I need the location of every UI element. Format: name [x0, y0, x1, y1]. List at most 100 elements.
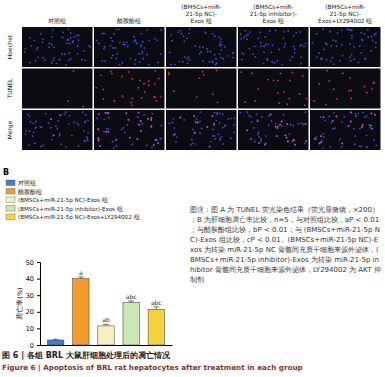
nucleus-dot: [241, 52, 243, 54]
nucleus-dot: [76, 122, 78, 124]
column-header: Exos 组: [263, 18, 284, 24]
nucleus-dot: [161, 125, 163, 127]
nucleus-dot: [258, 136, 260, 138]
nucleus-dot: [65, 146, 67, 148]
nucleus-dot: [70, 32, 72, 34]
nucleus-dot: [303, 46, 305, 48]
y-tick: 0: [30, 342, 40, 350]
tunel-dot: [193, 115, 195, 117]
nucleus-dot: [222, 58, 224, 60]
nucleus-dot: [60, 114, 62, 116]
nucleus-dot: [78, 34, 80, 36]
nucleus-dot: [200, 51, 202, 53]
nucleus-dot: [40, 146, 42, 148]
error-cap: [103, 324, 109, 325]
nucleus-dot: [361, 145, 363, 147]
tunel-dot: [150, 117, 152, 119]
nucleus-dot: [222, 114, 224, 116]
tunel-dot: [129, 137, 131, 139]
nucleus-dot: [220, 138, 222, 140]
nucleus-dot: [329, 31, 331, 33]
tunel-dot: [97, 128, 99, 130]
nucleus-dot: [28, 144, 30, 146]
nucleus-dot: [322, 147, 324, 149]
nucleus-dot: [199, 46, 201, 48]
nucleus-dot: [97, 137, 99, 139]
caption: 图注：图 A 为 TUNEL 荧光染色结果（荧光显微镜，×200）；B 为肝细胞…: [2, 206, 381, 372]
nucleus-dot: [175, 133, 177, 135]
nucleus-dot: [304, 142, 306, 144]
nucleus-dot: [148, 40, 150, 42]
nucleus-dot: [319, 143, 321, 145]
nucleus-dot: [138, 124, 140, 126]
nucleus-dot: [373, 139, 375, 141]
nucleus-dot: [27, 113, 29, 115]
nucleus-dot: [151, 146, 153, 148]
nucleus-dot: [174, 63, 176, 65]
nucleus-dot: [171, 40, 173, 42]
nucleus-dot: [111, 57, 113, 59]
nucleus-dot: [131, 143, 133, 145]
nucleus-dot: [209, 146, 211, 148]
nucleus-dot: [219, 139, 221, 141]
micrograph: [238, 110, 309, 150]
nucleus-dot: [49, 43, 51, 45]
nucleus-dot: [329, 146, 331, 148]
tunel-dot: [258, 142, 260, 144]
nucleus-dot: [358, 61, 360, 63]
tunel-dot: [154, 96, 156, 98]
row-label: TUNEL: [6, 78, 13, 99]
nucleus-dot: [212, 115, 214, 117]
nucleus-dot: [140, 44, 142, 46]
nucleus-dot: [96, 117, 98, 119]
nucleus-dot: [267, 43, 269, 45]
tunel-dot: [305, 140, 307, 142]
nucleus-dot: [55, 125, 57, 127]
tunel-dot: [82, 106, 84, 108]
legend-label: (BMSCs+miR-21-5p inhibitor)-Exos 组: [18, 206, 123, 213]
nucleus-dot: [199, 132, 201, 134]
nucleus-dot: [215, 120, 217, 122]
nucleus-dot: [286, 123, 288, 125]
nucleus-dot: [67, 28, 69, 30]
nucleus-dot: [86, 138, 88, 140]
nucleus-dot: [78, 124, 80, 126]
nucleus-dot: [240, 38, 242, 40]
nucleus-dot: [357, 113, 359, 115]
nucleus-dot: [339, 60, 341, 62]
nucleus-dot: [152, 113, 154, 115]
tunel-dot: [348, 125, 350, 127]
nucleus-dot: [315, 136, 317, 138]
nucleus-dot: [321, 139, 323, 141]
nucleus-dot: [260, 138, 262, 140]
nucleus-dot: [130, 58, 132, 60]
column-header: 21-5p NC)-: [330, 11, 361, 18]
nucleus-dot: [348, 125, 350, 127]
tunel-dot: [279, 124, 281, 126]
nucleus-dot: [119, 64, 121, 66]
nucleus-dot: [250, 138, 252, 140]
panel-b: B对照组醋胺酚组(BMSCs+miR-21-5p NC)-Exos 组(BMSC…: [3, 168, 173, 350]
nucleus-dot: [70, 37, 72, 39]
error-bar: [103, 324, 109, 326]
nucleus-dot: [116, 145, 118, 147]
nucleus-dot: [249, 48, 251, 50]
nucleus-dot: [134, 39, 136, 41]
tunel-dot: [116, 139, 118, 141]
error-cap: [128, 301, 134, 302]
nucleus-dot: [45, 113, 47, 115]
nucleus-dot: [320, 116, 322, 118]
nucleus-dot: [116, 28, 118, 30]
column-header: 醋胺酚组: [117, 18, 141, 24]
nucleus-dot: [169, 52, 171, 54]
legend-swatch: [6, 206, 15, 212]
nucleus-dot: [354, 143, 356, 145]
nucleus-dot: [136, 42, 138, 44]
nucleus-dot: [263, 63, 265, 65]
error-cap: [53, 339, 59, 340]
nucleus-dot: [350, 112, 352, 114]
tunel-dot: [328, 80, 330, 82]
tunel-dot: [148, 84, 150, 86]
tunel-dot: [72, 70, 74, 72]
nucleus-dot: [83, 130, 85, 132]
